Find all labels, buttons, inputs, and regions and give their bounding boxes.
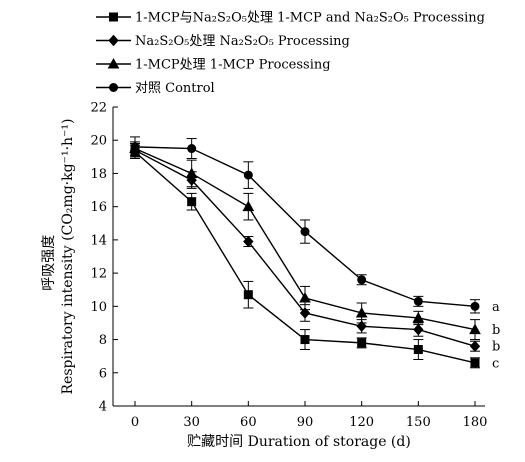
x-axis-title: 贮藏时间 Duration of storage (d): [187, 434, 411, 450]
y-tick-label: 10: [90, 300, 107, 315]
error-bars: [130, 136, 480, 369]
y-tick-label: 18: [90, 167, 107, 182]
series-markers: [129, 142, 481, 368]
data-point-triangle: [469, 323, 481, 335]
data-point-circle: [300, 227, 310, 237]
legend-marker-diamond: [108, 34, 119, 47]
x-tick-label: 30: [183, 415, 200, 430]
y-tick-label: 20: [90, 134, 107, 149]
x-tick-label: 0: [131, 415, 139, 430]
data-point-triangle: [242, 200, 255, 212]
y-tick-label: 16: [90, 200, 107, 215]
significance-label: b: [492, 323, 500, 338]
x-tick-label: 180: [463, 415, 488, 430]
data-point-triangle: [299, 291, 311, 303]
data-point-diamond: [413, 323, 424, 336]
data-point-square: [187, 197, 197, 207]
data-point-diamond: [356, 320, 367, 333]
legend-marker-circle: [109, 83, 118, 92]
data-point-square: [243, 290, 253, 300]
legend-entry: 1-MCP与Na₂S₂O₅处理 1-MCP and Na₂S₂O₅ Proces…: [135, 11, 485, 26]
data-point-triangle: [412, 311, 425, 323]
data-point-square: [470, 358, 480, 368]
x-tick-label: 120: [349, 415, 374, 430]
axis-titles: 贮藏时间 Duration of storage (d) 呼吸强度 Respir…: [41, 119, 411, 451]
data-point-square: [413, 345, 423, 355]
data-point-circle: [243, 170, 253, 180]
data-point-circle: [130, 142, 140, 152]
significance-label: b: [492, 340, 500, 355]
y-axis-title: 呼吸强度 Respiratory intensity (CO₂mg·kg⁻¹·h…: [41, 119, 76, 395]
significance-label: c: [492, 356, 499, 371]
y-axis-title-cn: 呼吸强度: [41, 235, 57, 291]
x-tick-label: 90: [297, 415, 314, 430]
axes: 4 6 8 10 12 14 16 18 20 22 0 30 60 90 120 150 180: [90, 101, 487, 431]
data-point-circle: [413, 296, 423, 306]
data-point-circle: [470, 301, 480, 311]
legend-marker-square: [109, 12, 118, 22]
data-point-diamond: [469, 340, 481, 352]
legend-entry: 对照 Control: [135, 81, 215, 96]
y-tick-label: 4: [99, 400, 107, 415]
legend-entry: Na₂S₂O₅处理 Na₂S₂O₅ Processing: [135, 34, 350, 49]
y-tick-label: 14: [90, 233, 107, 248]
data-point-triangle: [355, 306, 368, 318]
data-point-diamond: [243, 235, 254, 248]
y-axis-title-en: Respiratory intensity (CO₂mg·kg⁻¹·h⁻¹): [60, 119, 76, 395]
y-tick-label: 12: [90, 267, 107, 282]
x-tick-label: 150: [406, 415, 431, 430]
data-point-circle: [357, 275, 367, 285]
data-point-triangle: [185, 167, 198, 178]
significance-label: a: [492, 300, 500, 315]
data-point-square: [357, 338, 367, 348]
y-tick-label: 22: [90, 101, 107, 116]
legend-entry: 1-MCP处理 1-MCP Processing: [135, 58, 331, 73]
data-point-circle: [187, 144, 197, 154]
y-tick-label: 8: [99, 333, 107, 348]
legend: 1-MCP与Na₂S₂O₅处理 1-MCP and Na₂S₂O₅ Proces…: [96, 11, 485, 96]
data-point-square: [300, 335, 310, 345]
data-point-diamond: [299, 307, 311, 319]
legend-marker-triangle: [107, 57, 120, 69]
x-tick-label: 60: [240, 415, 257, 430]
y-tick-label: 6: [99, 366, 107, 381]
